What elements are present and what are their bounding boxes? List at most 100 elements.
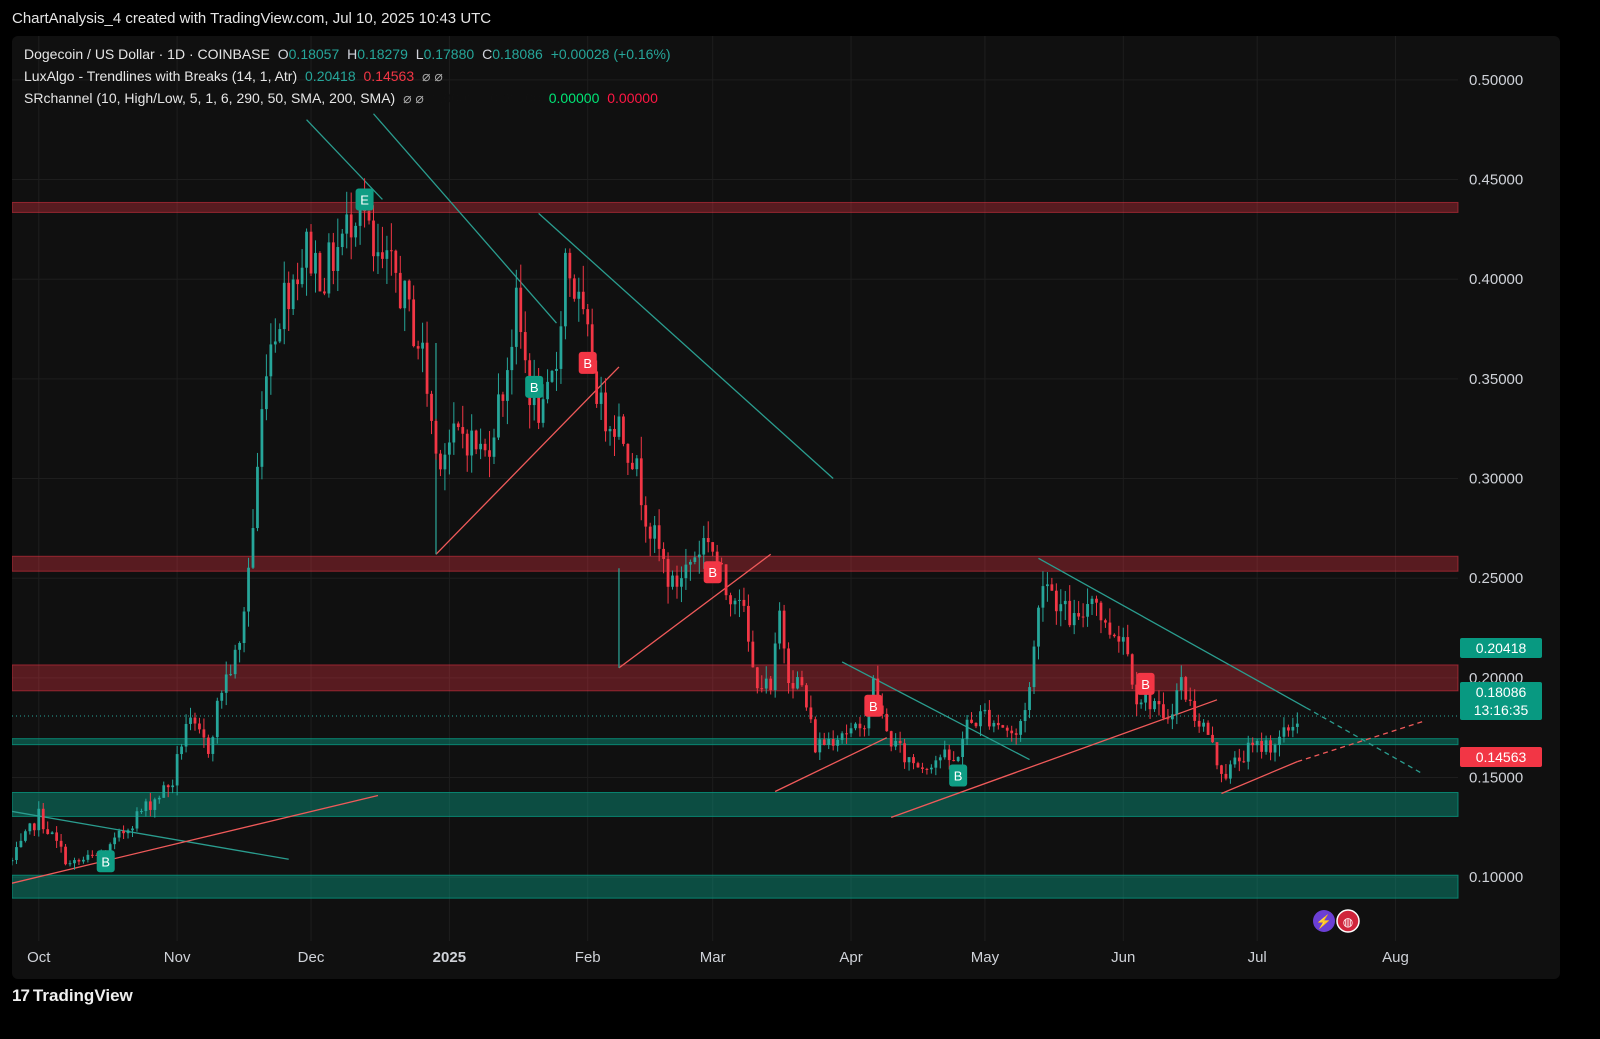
time-tick-label: Apr (839, 949, 862, 966)
break-label-text: B (530, 380, 539, 395)
candle-up (671, 575, 674, 587)
candle-up (1037, 607, 1040, 647)
candle-down (1068, 600, 1072, 626)
legend-srchannel[interactable]: SRchannel (10, High/Low, 5, 1, 6, 290, 5… (24, 90, 662, 107)
candle-down (782, 610, 786, 649)
candle-down (751, 641, 755, 668)
candle-up (1086, 604, 1089, 617)
srchannel-name: SRchannel (10, High/Low, 5, 1, 6, 290, 5… (24, 90, 396, 106)
candle-up (577, 291, 581, 299)
candle-up (1023, 710, 1027, 722)
candle-down (831, 738, 835, 746)
candle-up (269, 344, 273, 377)
candle-down (1095, 598, 1098, 603)
resistance-trendline (12, 810, 289, 860)
time-tick-label: 2025 (433, 949, 466, 966)
candle-up (1019, 721, 1023, 735)
candle-down (287, 282, 291, 310)
candle-up (688, 561, 692, 565)
candle-up (1175, 690, 1179, 715)
candle-up (778, 610, 782, 644)
candle-down (630, 462, 634, 470)
candlestick-chart[interactable]: B E B B B B B B 0.50000 0.45000 0.40000 0.35000 0.3… (12, 36, 1560, 979)
break-labels: B E B B B B B B (96, 188, 1155, 873)
candle-up (175, 754, 179, 786)
candle-up (224, 674, 228, 693)
srchannel-value-3: 0.00000 (548, 90, 600, 106)
candle-down (1148, 691, 1152, 710)
candle-up (421, 342, 424, 349)
candle-up (50, 832, 54, 835)
candle-up (840, 733, 844, 740)
candle-down (1197, 720, 1201, 727)
candle-down (952, 760, 956, 762)
candle-down (590, 324, 594, 372)
candle-up (452, 423, 456, 443)
candle-down (1001, 725, 1005, 728)
candle-down (309, 231, 313, 274)
candle-down (296, 279, 300, 285)
candle-down (148, 801, 152, 810)
candle-down (372, 220, 375, 257)
time-tick-label: May (971, 949, 1000, 966)
symbol-name[interactable]: Dogecoin / US Dollar · 1D · COINBASE (24, 46, 270, 62)
candle-up (135, 811, 139, 829)
candle-down (1193, 700, 1197, 721)
candle-down (974, 722, 978, 727)
candle-up (336, 247, 340, 272)
candle-down (970, 719, 973, 723)
candle-up (934, 760, 938, 768)
break-label-box (96, 850, 115, 873)
tradingview-brand[interactable]: 17 TradingView (12, 986, 133, 1006)
time-tick-label: Feb (575, 949, 601, 966)
candle-up (443, 454, 447, 470)
open-value: 0.18057 (288, 46, 340, 62)
resistance-zone (12, 555, 1459, 572)
time-tick-label: Mar (700, 949, 726, 966)
candle-down (323, 291, 326, 294)
candle-up (291, 279, 295, 310)
candle-up (117, 830, 121, 838)
candle-down (947, 749, 951, 761)
candle-up (108, 844, 112, 857)
candle-up (1032, 646, 1036, 688)
candle-up (684, 564, 688, 579)
resistance-trendline (306, 119, 383, 200)
support-trendline (618, 553, 772, 669)
candle-up (238, 642, 241, 650)
candle-up (1246, 742, 1250, 762)
candle-up (907, 757, 911, 763)
candle-up (1282, 727, 1286, 737)
upper-trend-price-tag: 0.20418 (1460, 638, 1542, 658)
candle-down (622, 416, 625, 444)
lower-trend-price-tag: 0.14563 (1460, 747, 1542, 767)
candle-up (894, 740, 898, 747)
candle-up (546, 381, 549, 400)
candle-up (738, 599, 741, 601)
legend-luxalgo[interactable]: LuxAlgo - Trendlines with Breaks (14, 1,… (24, 68, 447, 85)
candle-up (599, 392, 603, 404)
support-trendline (890, 699, 1218, 819)
chart-panel[interactable]: B E B B B B B B 0.50000 0.45000 0.40000 0.35000 0.3… (12, 36, 1560, 979)
time-axis[interactable]: Oct Nov Dec 2025 Feb Mar Apr May Jun Jul Aug (27, 949, 1409, 966)
srchannel-hidden-icons[interactable]: ⌀ ⌀ (403, 90, 424, 106)
candle-up (497, 394, 500, 438)
resistance-trendline (1038, 557, 1307, 709)
flag-glyph: ◍ (1343, 915, 1353, 929)
candle-up (1264, 740, 1268, 752)
candle-up (697, 554, 701, 558)
candle-down (742, 599, 746, 606)
candle-down (916, 763, 920, 768)
luxalgo-hidden-icons[interactable]: ⌀ ⌀ (422, 68, 443, 84)
candle-up (256, 466, 259, 529)
candle-down (318, 252, 322, 292)
candle-up (773, 643, 777, 691)
price-axis[interactable]: 0.50000 0.45000 0.40000 0.35000 0.30000 0.250… (1469, 72, 1523, 886)
price-tick-label: 0.40000 (1469, 271, 1523, 288)
candle-up (447, 442, 451, 455)
candle-up (1028, 687, 1031, 711)
candle-down (657, 525, 661, 549)
candle-up (265, 376, 268, 410)
candle-down (706, 538, 710, 543)
candle-down (1117, 636, 1121, 642)
